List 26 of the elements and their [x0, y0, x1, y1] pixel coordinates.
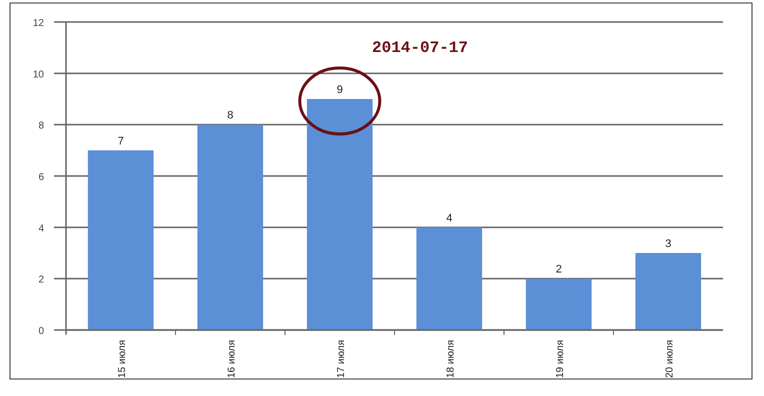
y-tick-label: 2	[38, 274, 44, 286]
bar	[526, 278, 592, 330]
data-label: 9	[336, 84, 343, 96]
x-tick-label: 19 июля	[554, 340, 566, 378]
y-tick-label: 8	[38, 120, 44, 132]
data-label: 4	[446, 212, 452, 224]
bar	[306, 99, 373, 330]
y-tick-label: 6	[38, 172, 44, 183]
y-tick-label: 0	[38, 326, 44, 337]
data-label: 3	[665, 238, 672, 250]
x-tick-label: 18 июля	[445, 340, 456, 378]
x-tick-label: 16 июля	[226, 340, 238, 378]
bar	[88, 150, 154, 330]
bar	[635, 253, 702, 330]
data-label: 2	[556, 264, 562, 276]
y-tick-label: 12	[32, 18, 44, 29]
bar	[416, 227, 482, 330]
x-tick-label: 15 июля	[116, 340, 128, 378]
y-tick-label: 4	[38, 223, 44, 234]
data-label: 8	[227, 110, 234, 122]
annotation: 2014-07-17	[372, 39, 468, 57]
data-label: 7	[118, 135, 124, 148]
y-tick-label: 10	[32, 69, 44, 80]
bar	[197, 124, 264, 330]
x-tick-label: 20 июля	[664, 340, 676, 378]
x-tick-label: 17 июля	[336, 340, 347, 378]
